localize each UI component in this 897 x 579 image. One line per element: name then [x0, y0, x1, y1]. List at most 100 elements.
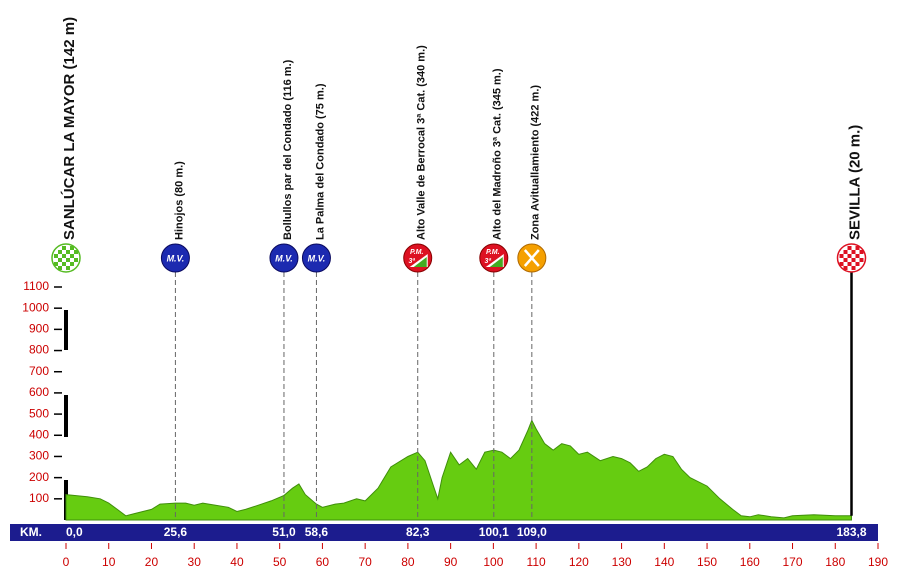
point-label: SANLÚCAR LA MAYOR (142 m): [60, 17, 78, 240]
checker: [66, 258, 70, 262]
checker: [851, 250, 856, 254]
marker-badge-cat: 3ª: [485, 258, 492, 265]
x-tick-label: 160: [740, 555, 760, 569]
y-tick-label: 400: [29, 427, 49, 441]
km-label: 82,3: [406, 525, 430, 539]
x-tick-label: 70: [358, 555, 372, 569]
x-tick-label: 30: [188, 555, 202, 569]
point-label: Zona Avituallamiento (422 m.): [530, 85, 542, 240]
checker: [847, 246, 852, 250]
x-tick-label: 190: [868, 555, 888, 569]
marker-badge: M.V.: [308, 253, 326, 263]
checker: [859, 258, 864, 262]
pm-slope-fill: [489, 257, 503, 267]
checker: [859, 250, 864, 254]
route-point: SEVILLA (20 m.): [836, 125, 867, 516]
checker: [66, 266, 70, 270]
feed-icon: [523, 249, 540, 267]
checker: [851, 258, 856, 262]
y-tick-label: 300: [29, 449, 49, 463]
checker: [843, 258, 848, 262]
y-tick-label: 700: [29, 364, 49, 378]
point-label: La Palma del Condado (75 m.): [314, 83, 326, 240]
checker: [847, 254, 852, 258]
checker: [58, 266, 62, 270]
checker: [62, 254, 66, 258]
route-point: Hinojos (80 m.) M.V.: [160, 161, 190, 520]
mv-marker: [301, 243, 331, 273]
marker-badge-cat: 3ª: [408, 258, 415, 265]
mv-marker: [269, 243, 299, 273]
checker: [58, 258, 62, 262]
km-axis-label: KM.: [20, 525, 42, 539]
marker-badge: M.V.: [275, 253, 293, 263]
x-tick-label: 10: [102, 555, 116, 569]
km-label: 100,1: [479, 525, 509, 539]
point-label: Alto del Madroño 3ª Cat. (345 m.): [492, 68, 504, 240]
checker: [66, 250, 70, 254]
route-point: SANLÚCAR LA MAYOR (142 m): [51, 17, 81, 273]
checker: [70, 262, 74, 266]
checker: [855, 262, 860, 266]
checker: [855, 254, 860, 258]
km-label: 0,0: [66, 525, 83, 539]
x-tick-label: 140: [654, 555, 674, 569]
x-tick-label: 50: [273, 555, 287, 569]
km-label: 109,0: [517, 525, 547, 539]
x-tick-label: 170: [783, 555, 803, 569]
x-tick-label: 20: [145, 555, 159, 569]
x-tick-label: 120: [569, 555, 589, 569]
y-tick-label: 600: [29, 385, 49, 399]
point-label: Hinojos (80 m.): [173, 161, 185, 240]
km-label: 25,6: [164, 525, 188, 539]
checker: [74, 250, 78, 254]
checker: [54, 254, 58, 258]
checker: [843, 266, 848, 270]
x-tick-label: 150: [697, 555, 717, 569]
pm-slope-fill: [413, 257, 427, 267]
marker-badge: P.M.: [486, 249, 500, 256]
x-tick-label: 80: [401, 555, 415, 569]
checker: [70, 246, 74, 250]
km-label: 58,6: [305, 525, 329, 539]
km-label: 51,0: [272, 525, 296, 539]
y-tick-label: 1000: [22, 300, 49, 314]
checker: [851, 266, 856, 270]
checker: [70, 254, 74, 258]
checker: [843, 250, 848, 254]
marker-badge: M.V.: [167, 253, 185, 263]
y-tick-label: 1100: [23, 279, 49, 293]
checker: [54, 262, 58, 266]
marker-badge: P.M.: [410, 249, 424, 256]
checker: [74, 258, 78, 262]
checker: [847, 262, 852, 266]
route-point: Bollullos par del Condado (116 m.) M.V.: [269, 59, 299, 520]
route-point: Alto del Madroño 3ª Cat. (345 m.) P.M. 3ª: [479, 68, 509, 520]
checker: [62, 246, 66, 250]
checker: [62, 262, 66, 266]
y-tick-label: 500: [29, 406, 49, 420]
elevation-area: [65, 419, 852, 521]
x-tick-label: 60: [316, 555, 330, 569]
x-tick-label: 110: [527, 555, 546, 569]
y-tick-label: 800: [29, 343, 49, 357]
x-tick-label: 130: [612, 555, 632, 569]
mv-marker: [160, 243, 190, 273]
x-tick-label: 100: [483, 555, 503, 569]
y-tick-label: 900: [29, 322, 49, 336]
km-label: 183,8: [836, 525, 866, 539]
x-tick-label: 0: [63, 555, 70, 569]
route-point: Zona Avituallamiento (422 m.): [517, 85, 547, 520]
x-tick-label: 90: [444, 555, 458, 569]
x-tick-label: 180: [825, 555, 845, 569]
checker: [58, 250, 62, 254]
point-label: Alto Valle de Berrocal 3ª Cat. (340 m.): [416, 45, 428, 240]
y-tick-label: 100: [29, 491, 49, 505]
x-tick-label: 40: [230, 555, 244, 569]
checker: [839, 254, 844, 258]
route-point: La Palma del Condado (75 m.) M.V.: [301, 83, 331, 520]
km-bar: [10, 524, 878, 541]
checker: [839, 262, 844, 266]
point-label: Bollullos par del Condado (116 m.): [282, 59, 294, 240]
point-label: SEVILLA (20 m.): [846, 125, 863, 240]
